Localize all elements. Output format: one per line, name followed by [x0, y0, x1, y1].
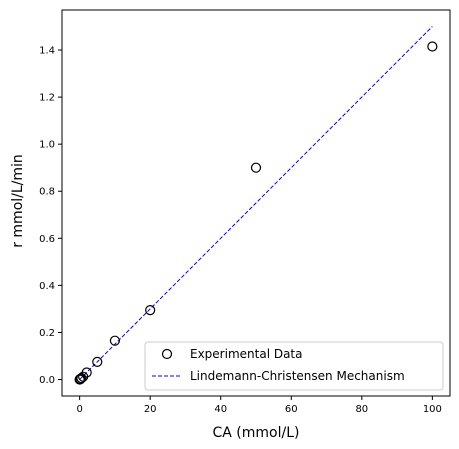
data-point	[250, 162, 262, 173]
legend-marker-experimental	[161, 348, 173, 360]
x-tick-label: 0	[76, 404, 82, 415]
data-point	[92, 356, 103, 367]
y-tick-label: 0.4	[39, 281, 55, 292]
y-axis-label: r mmol/L/min	[10, 154, 26, 248]
x-tick-label: 60	[285, 404, 298, 415]
x-axis-label: CA (mmol/L)	[213, 425, 300, 441]
data-point	[145, 304, 156, 316]
x-axis: 0 20 40 60 80 100	[76, 396, 442, 415]
legend-label-model: Lindemann-Christensen Mechanism	[190, 369, 405, 383]
legend: Experimental Data Lindemann-Christensen …	[144, 341, 444, 391]
y-tick-label: 1.2	[39, 93, 55, 104]
x-tick-label: 40	[214, 404, 227, 415]
x-tick-label: 80	[355, 404, 368, 415]
y-tick-label: 1.0	[39, 140, 55, 151]
y-tick-label: 0.6	[39, 234, 55, 245]
series-line-model	[79, 26, 433, 380]
series-layer	[74, 26, 438, 385]
plot-area	[61, 9, 451, 397]
y-tick-label: 0.2	[39, 328, 55, 339]
data-point	[75, 373, 86, 385]
legend-label-experimental: Experimental Data	[190, 347, 303, 361]
y-tick-label: 0.8	[39, 187, 55, 198]
x-tick-label: 100	[423, 404, 442, 415]
y-axis: 0.0 0.2 0.4 0.6 0.8 1.0 1.2 1.4	[39, 46, 62, 386]
data-point	[81, 367, 92, 378]
data-point	[76, 373, 87, 384]
data-point	[427, 41, 438, 52]
legend-box	[144, 341, 444, 391]
y-tick-label: 0.0	[39, 375, 55, 386]
data-point	[109, 335, 121, 346]
x-tick-label: 20	[144, 404, 157, 415]
plot-frame	[61, 9, 451, 397]
y-tick-label: 1.4	[39, 46, 55, 57]
